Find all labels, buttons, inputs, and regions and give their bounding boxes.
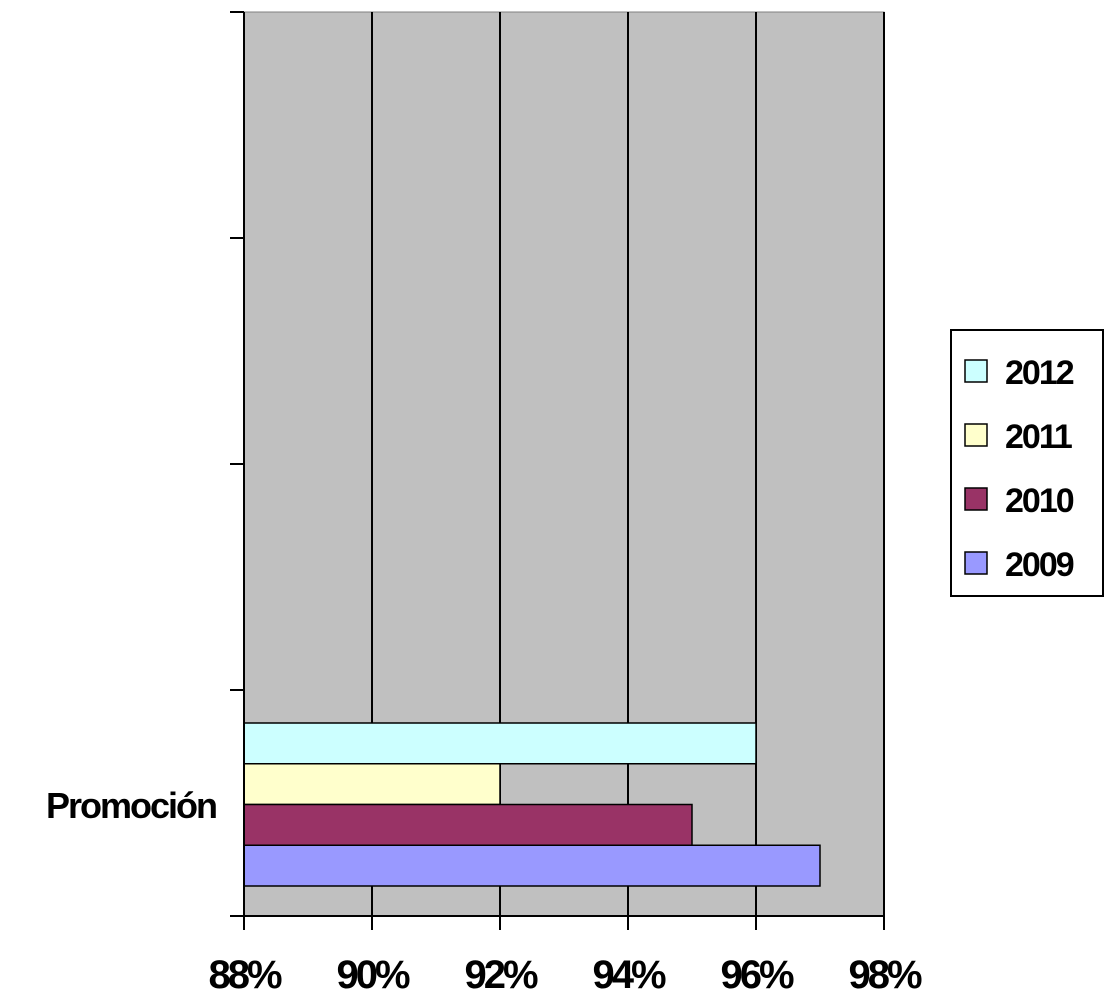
- bar-2010: [243, 803, 693, 846]
- legend-label-2011: 2011: [1005, 418, 1072, 456]
- legend-swatch-2009: [964, 551, 988, 575]
- x-tick-label-96: 96%: [720, 953, 793, 997]
- x-tick-label-94: 94%: [592, 953, 665, 997]
- axes: [230, 11, 885, 930]
- legend-label-2012: 2012: [1005, 354, 1074, 392]
- x-tick-label-90: 90%: [336, 953, 409, 997]
- legend-label-2010: 2010: [1005, 482, 1074, 520]
- category-labels: Promoción: [46, 785, 218, 826]
- bar-2009: [243, 844, 821, 887]
- x-tick-label-92: 92%: [464, 953, 537, 997]
- legend-swatch-2012: [964, 359, 988, 383]
- bar-2011: [243, 763, 501, 806]
- bar-2012: [243, 722, 757, 765]
- x-tick-labels: 88% 90% 92% 94% 96% 98%: [208, 953, 924, 997]
- category-label: Promoción: [46, 785, 216, 826]
- legend: 2012 2011 2010 2009: [950, 329, 1104, 597]
- x-tick-label-88: 88%: [208, 953, 281, 997]
- legend-swatch-2010: [964, 487, 988, 511]
- legend-label-2009: 2009: [1005, 546, 1074, 584]
- legend-swatch-2011: [964, 423, 988, 447]
- x-tick-label-98: 98%: [848, 953, 921, 997]
